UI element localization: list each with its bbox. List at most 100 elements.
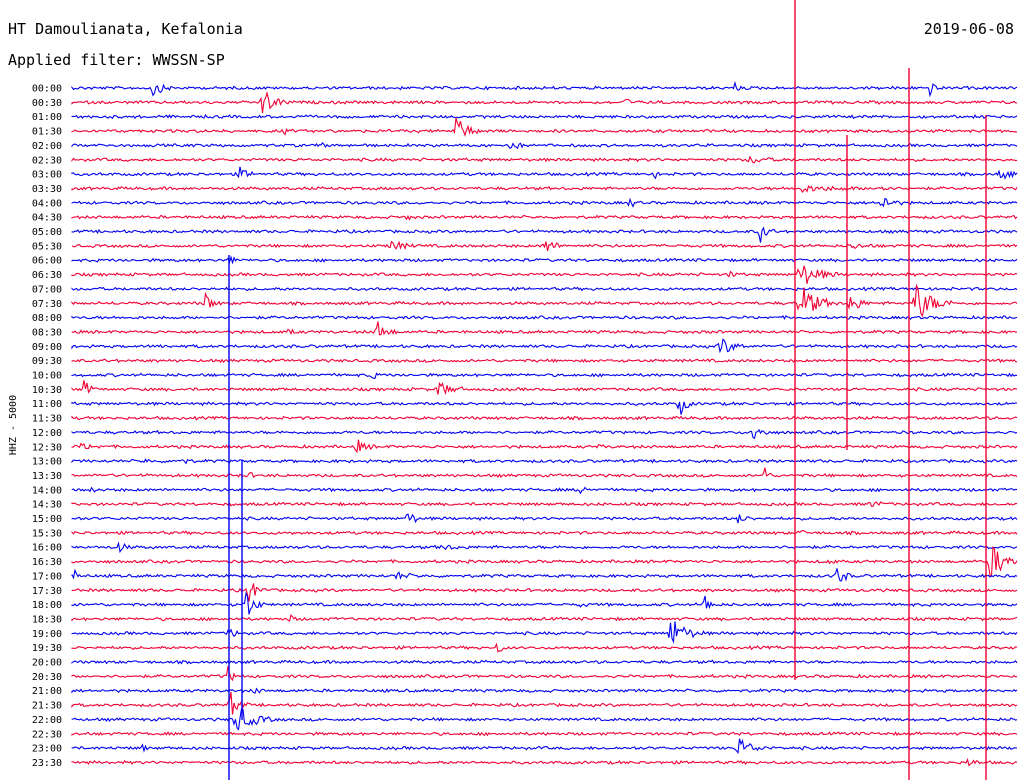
trace-line [71,380,1018,396]
row-time-label: 18:00 [32,600,62,611]
trace-line [71,214,1018,221]
trace-line [71,321,1017,336]
trace-line [71,80,1018,98]
trace-line [71,372,1018,380]
trace-line [71,501,1018,507]
row-time-label: 02:30 [32,155,62,166]
row-time-label: 04:00 [32,198,62,209]
trace-group [71,0,1018,780]
row-time-label: 15:30 [32,528,62,539]
trace-line [71,691,1018,715]
trace-line [71,591,1018,615]
trace-line [71,659,1018,665]
row-time-label: 08:30 [32,327,62,338]
trace-line [71,545,1018,577]
row-time-label: 07:00 [32,284,62,295]
trace-line [71,428,1018,440]
trace-line [71,265,1018,284]
trace-line [71,401,1018,415]
row-time-label: 03:30 [32,184,62,195]
trace-line [71,166,1018,180]
row-time-label: 22:30 [32,729,62,740]
row-time-label: 15:00 [32,514,62,525]
row-time-label: 01:00 [32,112,62,123]
trace-line [71,666,1018,682]
row-label-group: 00:00 00:30 01:00 01:30 02:00 02:30 03:00 03:30… [32,84,62,769]
row-time-label: 08:00 [32,313,62,324]
date-label: 2019-06-08 [923,20,1014,38]
trace-line [71,90,1018,113]
trace-line [71,513,1018,524]
row-time-label: 20:30 [32,672,62,683]
trace-line [71,687,1018,694]
row-time-label: 07:30 [32,299,62,310]
trace-line [71,568,1018,582]
trace-line [71,738,1017,755]
trace-line [71,142,1018,150]
trace-line [71,458,1018,465]
trace-line [71,467,1018,478]
row-time-label: 13:00 [32,457,62,468]
trace-line [71,155,1018,164]
trace-line [71,642,1018,653]
row-time-label: 14:30 [32,500,62,511]
trace-line [71,113,1018,120]
trace-line [71,439,1018,454]
trace-line [71,758,1018,767]
row-time-label: 16:30 [32,557,62,568]
row-time-label: 12:00 [32,428,62,439]
row-time-label: 19:30 [32,643,62,654]
station-title: HT Damoulianata, Kefalonia [8,20,243,38]
trace-line [71,731,1018,737]
row-time-label: 23:30 [32,758,62,769]
row-time-label: 10:00 [32,371,62,382]
row-time-label: 10:30 [32,385,62,396]
trace-line [71,541,1018,554]
row-time-label: 03:00 [32,170,62,181]
row-time-label: 09:00 [32,342,62,353]
trace-line [71,197,1018,208]
row-time-label: 00:00 [32,84,62,95]
row-time-label: 02:00 [32,141,62,152]
row-time-label: 23:00 [32,744,62,755]
row-time-label: 12:30 [32,442,62,453]
row-time-label: 14:00 [32,485,62,496]
trace-line [71,286,1018,292]
row-time-label: 11:00 [32,399,62,410]
trace-line [71,117,1018,137]
row-time-label: 17:00 [32,571,62,582]
trace-line [71,613,1018,622]
row-time-label: 17:30 [32,586,62,597]
row-time-label: 22:00 [32,715,62,726]
row-time-label: 05:00 [32,227,62,238]
row-time-label: 05:30 [32,241,62,252]
row-time-label: 21:30 [32,701,62,712]
trace-line [71,621,1018,644]
trace-line [71,529,1018,536]
trace-line [71,226,1018,243]
row-time-label: 01:30 [32,127,62,138]
row-time-label: 00:30 [32,98,62,109]
trace-line [71,708,1018,731]
row-time-label: 09:30 [32,356,62,367]
row-time-label: 21:00 [32,686,62,697]
row-time-label: 11:30 [32,414,62,425]
trace-line [71,240,1018,251]
row-time-label: 06:30 [32,270,62,281]
trace-line [71,583,1018,602]
trace-line [71,184,1018,193]
trace-line [71,415,1018,421]
row-time-label: 04:30 [32,213,62,224]
row-time-label: 20:00 [32,658,62,669]
trace-line [71,358,1018,364]
trace-line [71,255,1018,265]
trace-line [71,314,1018,321]
trace-line [71,283,1018,318]
row-time-label: 16:00 [32,543,62,554]
row-time-label: 06:00 [32,256,62,267]
row-time-label: 18:30 [32,614,62,625]
row-time-label: 13:30 [32,471,62,482]
y-axis-label: HHZ - 5000 [8,395,19,455]
filter-label: Applied filter: WWSSN-SP [8,51,225,69]
